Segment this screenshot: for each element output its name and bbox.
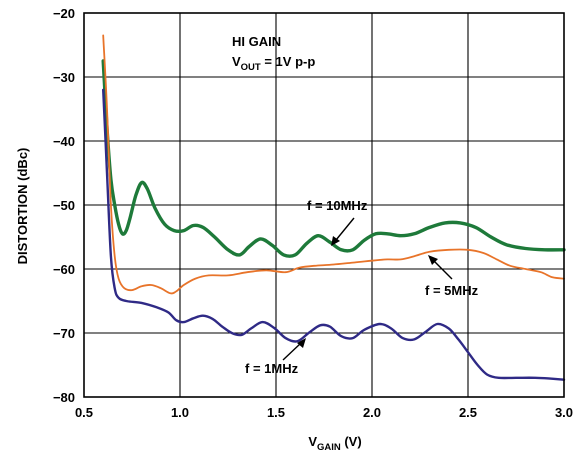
y-tick-label: −40 — [53, 134, 75, 149]
condition-vout: VOUT = 1V p-p — [232, 54, 315, 73]
label-1mhz: f = 1MHz — [245, 361, 299, 376]
condition-vout-sub: OUT — [241, 62, 261, 73]
label-5mhz: f = 5MHz — [425, 283, 479, 298]
x-axis-title-sub: GAIN — [317, 442, 341, 453]
y-tick-label: −70 — [53, 326, 75, 341]
arrow-10mhz — [335, 217, 355, 241]
y-tick-label: −60 — [53, 262, 75, 277]
data-series — [101, 34, 566, 381]
series-10mhz-line — [101, 59, 566, 258]
x-tick-label: 1.0 — [171, 405, 189, 420]
arrow-5mhz-head — [428, 255, 438, 265]
series-5mhz-line — [102, 34, 565, 295]
y-tick-label: −80 — [53, 390, 75, 405]
series-1mhz-line — [102, 88, 566, 381]
condition-gain-mode: HI GAIN — [232, 34, 281, 49]
x-tick-label: 0.5 — [75, 405, 93, 420]
y-tick-label: −30 — [53, 70, 75, 85]
x-tick-label: 2.0 — [363, 405, 381, 420]
x-tick-label: 1.5 — [267, 405, 285, 420]
tick-labels: 0.5 1.0 1.5 2.0 2.5 3.0 −80 −70 −60 −50 −40 −30 −20 — [53, 6, 573, 420]
x-axis-title: VGAIN (V) — [308, 434, 361, 453]
arrow-10mhz-head — [331, 236, 340, 246]
callout-arrows — [282, 217, 453, 361]
x-tick-label: 2.5 — [459, 405, 477, 420]
x-axis-title-unit: (V) — [341, 434, 362, 449]
grid-lines — [84, 13, 564, 397]
x-tick-label: 3.0 — [555, 405, 573, 420]
x-axis-title-main: V — [308, 434, 317, 449]
arrow-1mhz-head — [297, 338, 306, 348]
arrow-5mhz — [432, 259, 453, 280]
y-axis-title: DISTORTION (dBc) — [15, 148, 30, 265]
label-10mhz: f = 10MHz — [307, 198, 368, 213]
plot-frame — [83, 12, 565, 398]
y-tick-label: −50 — [53, 198, 75, 213]
condition-vout-suffix: = 1V p-p — [261, 54, 316, 69]
condition-vout-prefix: V — [232, 54, 241, 69]
arrow-1mhz — [282, 342, 302, 361]
y-tick-label: −20 — [53, 6, 75, 21]
